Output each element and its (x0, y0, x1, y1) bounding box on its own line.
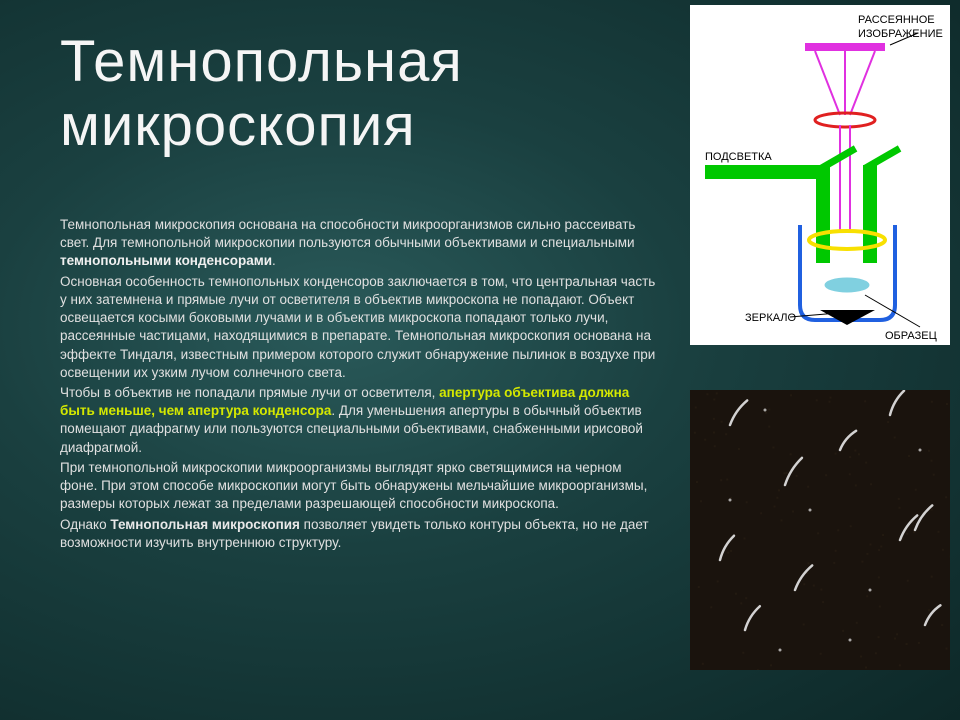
darkfield-micrograph (690, 390, 950, 670)
para-2: Основная особенность темнопольных конден… (60, 273, 660, 382)
svg-text:ЗЕРКАЛО: ЗЕРКАЛО (745, 312, 797, 324)
title-line-2: микроскопия (60, 94, 463, 158)
photo-svg (690, 390, 950, 670)
page-title: Темнопольная микроскопия (60, 30, 463, 158)
svg-text:ОБРАЗЕЦ: ОБРАЗЕЦ (885, 330, 937, 342)
para-5: Однако Темнопольная микроскопия позволяе… (60, 516, 660, 552)
diagram-svg: РАССЕЯННОЕ ИЗОБРАЖЕНИЕ ПОДСВЕТКА ЗЕРКАЛО ОБР… (690, 5, 950, 345)
svg-text:ИЗОБРАЖЕНИЕ: ИЗОБРАЖЕНИЕ (858, 28, 943, 40)
title-line-1: Темнопольная (60, 30, 463, 94)
para-1: Темнопольная микроскопия основана на спо… (60, 216, 660, 271)
svg-text:РАССЕЯННОЕ: РАССЕЯННОЕ (858, 14, 935, 26)
bold-darkfield: Темнопольная микроскопия (110, 517, 300, 532)
para-4: При темнопольной микроскопии микрооргани… (60, 459, 660, 514)
body-text: Темнопольная микроскопия основана на спо… (60, 216, 660, 554)
bold-condensers: темнопольными конденсорами (60, 253, 272, 268)
microscope-diagram: РАССЕЯННОЕ ИЗОБРАЖЕНИЕ ПОДСВЕТКА ЗЕРКАЛО ОБР… (690, 5, 950, 345)
para-3: Чтобы в объектив не попадали прямые лучи… (60, 384, 660, 457)
svg-text:ПОДСВЕТКА: ПОДСВЕТКА (705, 151, 772, 163)
